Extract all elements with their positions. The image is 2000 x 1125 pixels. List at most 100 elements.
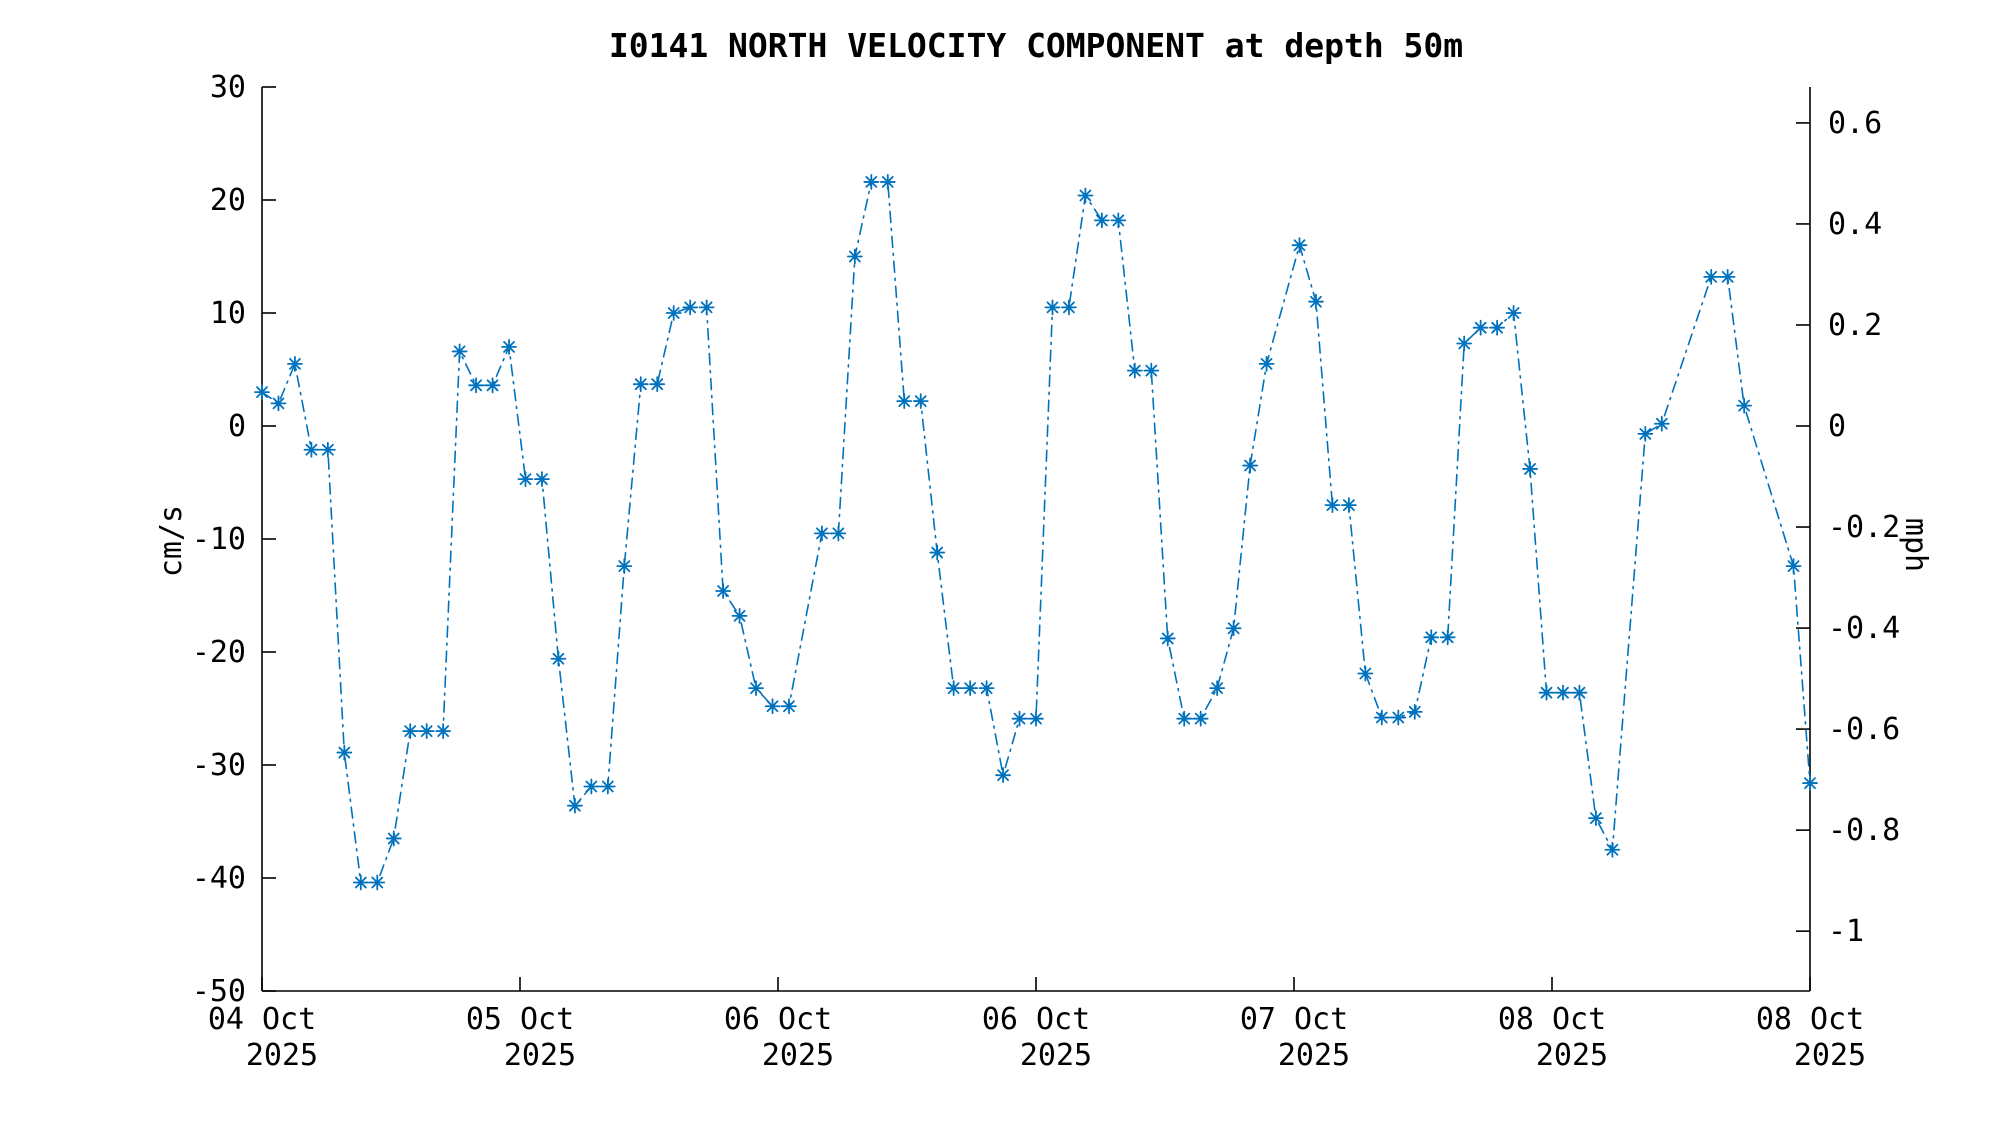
left-tick-label: 30 — [210, 70, 246, 105]
data-point-marker — [385, 830, 402, 847]
data-point-marker — [352, 874, 369, 891]
x-tick-label-year: 2025 — [762, 1038, 834, 1073]
data-point-marker — [945, 680, 962, 697]
data-point-marker — [254, 384, 270, 400]
data-point-marker — [1159, 630, 1176, 647]
data-point-marker — [929, 544, 946, 561]
left-tick-label: 0 — [228, 409, 246, 444]
data-point-marker — [896, 393, 913, 410]
left-tick-label: -20 — [192, 635, 246, 670]
data-point-marker — [369, 874, 386, 891]
data-point-marker — [484, 377, 501, 394]
data-point-marker — [1406, 703, 1423, 720]
data-point-marker — [1472, 319, 1489, 336]
data-point-marker — [715, 583, 732, 599]
data-point-marker — [1126, 362, 1143, 379]
right-tick-label: -0.4 — [1828, 611, 1900, 646]
data-point-marker — [1011, 710, 1028, 727]
data-point-marker — [1209, 680, 1226, 697]
x-tick-label-year: 2025 — [1020, 1038, 1092, 1073]
data-point-marker — [1439, 629, 1456, 646]
data-point-marker — [1802, 775, 1818, 791]
data-point-marker — [270, 395, 287, 412]
data-point-marker — [1653, 415, 1670, 432]
data-point-marker — [1489, 319, 1506, 336]
data-point-marker — [1077, 187, 1094, 204]
right-tick-label: -0.6 — [1828, 712, 1900, 747]
left-tick-label: 10 — [210, 296, 246, 331]
data-point-marker — [912, 393, 929, 410]
data-point-marker — [1093, 212, 1110, 229]
data-point-marker — [1571, 684, 1588, 701]
data-point-marker — [1291, 237, 1308, 254]
data-point-marker — [1028, 710, 1044, 727]
data-point-marker — [1604, 841, 1621, 858]
x-tick-label-date: 05 Oct — [466, 1002, 574, 1037]
data-point-marker — [1538, 684, 1555, 701]
data-point-marker — [418, 723, 435, 739]
velocity-series-line — [261, 181, 1811, 884]
data-point-marker — [1225, 620, 1242, 637]
data-point-marker — [599, 778, 616, 795]
data-point-marker — [1703, 268, 1720, 285]
data-point-marker — [698, 299, 715, 316]
x-tick-label-year: 2025 — [1278, 1038, 1350, 1073]
data-point-marker — [649, 376, 666, 393]
x-tick-label-date: 06 Oct — [982, 1002, 1090, 1037]
data-point-marker — [995, 767, 1011, 784]
data-point-marker — [863, 174, 880, 190]
data-point-marker — [616, 558, 633, 575]
data-point-marker — [748, 680, 764, 697]
left-tick-label: -10 — [192, 522, 246, 557]
data-point-marker — [451, 343, 468, 360]
data-point-marker — [1324, 497, 1341, 513]
data-point-marker — [336, 744, 353, 761]
data-point-marker — [814, 525, 830, 542]
data-point-marker — [550, 650, 567, 667]
data-point-marker — [764, 698, 781, 715]
data-point-marker — [830, 525, 847, 542]
right-tick-label: 0.2 — [1828, 308, 1882, 343]
right-tick-label: -1 — [1828, 914, 1864, 949]
x-tick-label-year: 2025 — [246, 1038, 318, 1073]
data-point-marker — [1505, 305, 1522, 321]
data-point-marker — [665, 305, 682, 321]
data-point-marker — [846, 248, 863, 265]
data-point-marker — [1044, 299, 1061, 316]
left-tick-label: 20 — [210, 183, 246, 218]
data-point-marker — [1588, 810, 1604, 827]
data-point-marker — [1357, 665, 1374, 682]
x-tick-label-date: 08 Oct — [1756, 1002, 1864, 1037]
data-point-marker — [1785, 558, 1802, 575]
data-point-marker — [962, 680, 979, 697]
left-tick-label: -40 — [192, 861, 246, 896]
x-tick-label-date: 07 Oct — [1240, 1002, 1348, 1037]
data-point-marker — [1373, 709, 1390, 726]
x-tick-label-year: 2025 — [504, 1038, 576, 1073]
x-tick-label-date: 04 Oct — [208, 1002, 316, 1037]
data-point-marker — [583, 778, 600, 795]
data-point-marker — [781, 698, 797, 715]
data-point-marker — [1143, 362, 1160, 379]
x-tick-label-year: 2025 — [1794, 1038, 1866, 1073]
data-point-marker — [501, 339, 517, 355]
right-tick-label: 0.4 — [1828, 207, 1882, 242]
right-tick-label: 0 — [1828, 409, 1846, 444]
data-point-marker — [1340, 497, 1357, 513]
data-point-marker — [287, 355, 303, 372]
data-point-marker — [1555, 684, 1571, 701]
x-tick-label-date: 08 Oct — [1498, 1002, 1606, 1037]
data-point-marker — [303, 441, 320, 458]
chart-title: I0141 NORTH VELOCITY COMPONENT at depth … — [608, 26, 1464, 65]
data-point-marker — [1110, 212, 1127, 229]
data-point-marker — [632, 376, 649, 393]
data-point-marker — [879, 174, 896, 190]
data-point-marker — [435, 723, 452, 739]
data-point-marker — [1637, 426, 1654, 442]
data-point-marker — [1308, 293, 1324, 310]
data-point-marker — [1736, 397, 1753, 414]
data-point-marker — [1390, 709, 1407, 726]
data-point-marker — [1242, 457, 1258, 474]
